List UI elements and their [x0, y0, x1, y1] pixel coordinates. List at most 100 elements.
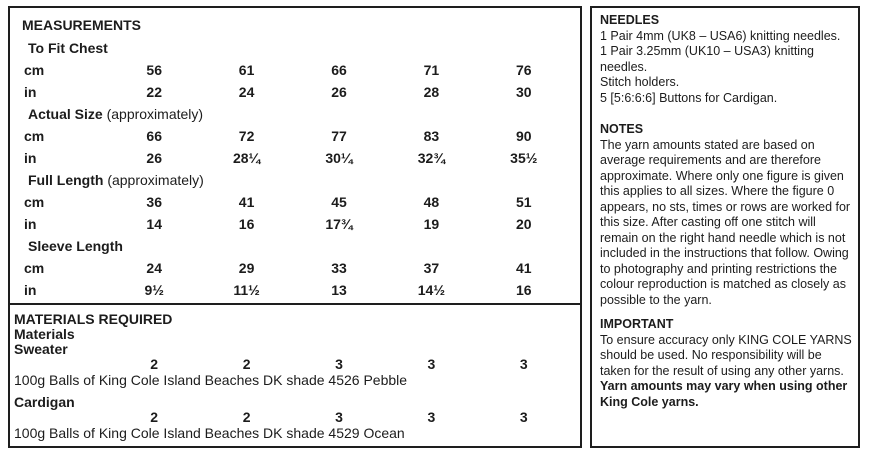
- section-label: Actual Size: [28, 106, 103, 122]
- section-header: Actual Size (approximately): [20, 103, 570, 125]
- unit-label: cm: [24, 62, 45, 78]
- value-cell: 77: [331, 128, 347, 144]
- materials-required-section: MATERIALS REQUIRED Materials Sweater 2 2…: [10, 305, 580, 446]
- value-cell: 56: [146, 62, 162, 78]
- value-cell: 16: [238, 216, 255, 232]
- section-label-note: (approximately): [102, 106, 204, 122]
- value-cell: 35½: [510, 150, 538, 166]
- value-cell: 72: [238, 128, 255, 144]
- section-label-note: (approximately): [103, 172, 204, 188]
- measurements-materials-panel: MEASUREMENTS To Fit Chest cm 56 61 66 71…: [8, 6, 582, 448]
- quantity-cell: 2: [150, 409, 159, 425]
- quantity-row: 2 2 3 3 3: [14, 409, 570, 425]
- section-header: Full Length (approximately): [20, 169, 570, 191]
- value-cell: 24: [238, 84, 255, 100]
- important-body-regular: To ensure accuracy only KING COLE YARNS …: [600, 332, 852, 378]
- material-item-cardigan: Cardigan 2 2 3 3 3 100g Balls of King Co…: [14, 395, 570, 442]
- section-label: To Fit Chest: [28, 40, 108, 56]
- value-cell: 90: [516, 128, 532, 144]
- quantity-cell: 3: [519, 356, 528, 372]
- quantity-cell: 3: [335, 409, 343, 425]
- value-cell: 71: [423, 62, 440, 78]
- needles-line: 1 Pair 4mm (UK8 – USA6) knitting needles…: [600, 28, 841, 43]
- value-cell: 16: [516, 282, 532, 298]
- unit-label: in: [24, 282, 37, 298]
- value-cell: 13: [331, 282, 347, 298]
- garment-name: Cardigan: [14, 394, 75, 410]
- quantity-cell: 2: [242, 356, 251, 372]
- value-cell: 29: [238, 260, 255, 276]
- unit-label: in: [24, 150, 37, 166]
- value-cell: 36: [146, 194, 162, 210]
- section-header: Sleeve Length: [20, 235, 570, 257]
- value-cell: 22: [146, 84, 162, 100]
- value-cell: 61: [238, 62, 255, 78]
- measurement-section-full-length: Full Length (approximately) cm 36 41 45 …: [20, 169, 570, 235]
- value-cell: 26: [146, 150, 162, 166]
- measurements-title: MEASUREMENTS: [22, 17, 142, 33]
- info-panel: NEEDLES 1 Pair 4mm (UK8 – USA6) knitting…: [590, 6, 860, 448]
- value-cell: 32¾: [417, 150, 446, 166]
- value-cell: 45: [331, 194, 347, 210]
- quantity-spacer: [14, 409, 108, 425]
- measurements-table: MEASUREMENTS To Fit Chest cm 56 61 66 71…: [10, 8, 580, 305]
- quantity-row: 2 2 3 3 3: [14, 356, 570, 372]
- quantity-cell: 3: [427, 356, 436, 372]
- table-row: in 26 28¼ 30¼ 32¾ 35½: [20, 147, 570, 169]
- value-cell: 30¼: [325, 150, 353, 166]
- important-section: IMPORTANT To ensure accuracy only KING C…: [600, 317, 853, 410]
- measurement-section-sleeve-length: Sleeve Length cm 24 29 33 37 41 in 9½ 11…: [20, 235, 570, 301]
- needles-section: NEEDLES 1 Pair 4mm (UK8 – USA6) knitting…: [600, 13, 853, 106]
- yarn-description: 100g Balls of King Cole Island Beaches D…: [14, 425, 405, 441]
- needles-title: NEEDLES: [600, 13, 660, 27]
- needles-line: 1 Pair 3.25mm (UK10 – USA3) knitting nee…: [600, 44, 814, 74]
- table-row: cm 36 41 45 48 51: [20, 191, 570, 213]
- notes-section: NOTES The yarn amounts stated are based …: [600, 122, 853, 308]
- material-item-sweater: Sweater 2 2 3 3 3 100g Balls of King Col…: [14, 342, 570, 389]
- table-row: cm 24 29 33 37 41: [20, 257, 570, 279]
- value-cell: 14½: [417, 282, 446, 298]
- unit-label: cm: [24, 260, 45, 276]
- measurement-section-actual-size: Actual Size (approximately) cm 66 72 77 …: [20, 103, 570, 169]
- value-cell: 9½: [144, 282, 164, 298]
- needles-line: 5 [5:6:6:6] Buttons for Cardigan.: [600, 90, 778, 105]
- value-cell: 24: [146, 260, 162, 276]
- value-cell: 41: [238, 194, 255, 210]
- value-cell: 66: [331, 62, 347, 78]
- measurement-section-to-fit-chest: To Fit Chest cm 56 61 66 71 76 in 22 24 …: [20, 37, 570, 103]
- important-body-bold: Yarn amounts may vary when using other K…: [600, 379, 848, 409]
- important-title: IMPORTANT: [600, 317, 674, 331]
- unit-label: cm: [24, 194, 45, 210]
- value-cell: 28¼: [232, 150, 261, 166]
- section-label: Full Length: [28, 172, 104, 188]
- value-cell: 30: [516, 84, 532, 100]
- value-cell: 51: [516, 194, 532, 210]
- needles-line: Stitch holders.: [600, 75, 680, 89]
- quantity-spacer: [14, 356, 108, 372]
- table-row: in 22 24 26 28 30: [20, 81, 570, 103]
- garment-name: Sweater: [14, 341, 68, 357]
- materials-subtitle: Materials: [14, 326, 75, 342]
- important-body: To ensure accuracy only KING COLE YARNS …: [600, 333, 853, 411]
- value-cell: 26: [331, 84, 347, 100]
- unit-label: in: [24, 84, 37, 100]
- value-cell: 11½: [233, 282, 260, 298]
- value-cell: 48: [423, 194, 440, 210]
- value-cell: 66: [146, 128, 162, 144]
- value-cell: 19: [423, 216, 440, 232]
- quantity-cell: 2: [242, 409, 251, 425]
- unit-label: cm: [24, 128, 45, 144]
- unit-label: in: [24, 216, 37, 232]
- table-row: in 9½ 11½ 13 14½ 16: [20, 279, 570, 301]
- value-cell: 33: [331, 260, 347, 276]
- value-cell: 76: [516, 62, 532, 78]
- value-cell: 17¾: [325, 216, 353, 232]
- quantity-cell: 3: [335, 356, 343, 372]
- notes-title: NOTES: [600, 122, 644, 136]
- quantity-cell: 3: [519, 409, 528, 425]
- value-cell: 41: [516, 260, 532, 276]
- value-cell: 28: [423, 84, 440, 100]
- materials-title: MATERIALS REQUIRED: [14, 311, 173, 327]
- table-row: in 14 16 17¾ 19 20: [20, 213, 570, 235]
